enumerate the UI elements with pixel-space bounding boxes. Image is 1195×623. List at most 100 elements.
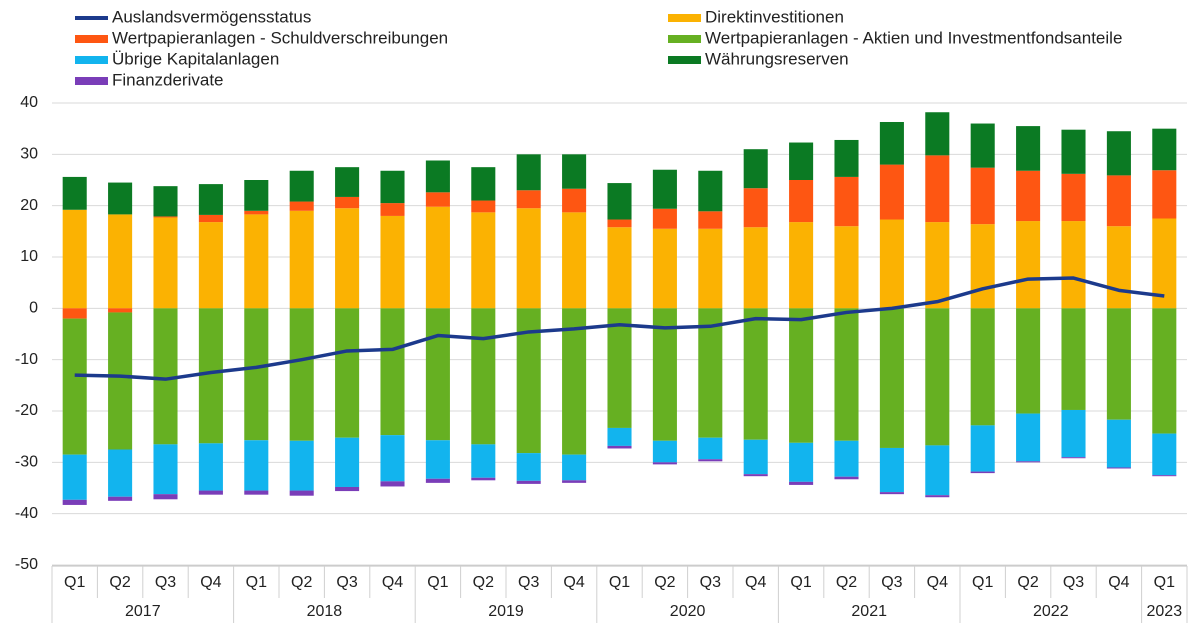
bar-segment	[698, 308, 723, 438]
bar-segment	[789, 180, 814, 223]
bar-segment	[652, 169, 677, 209]
x-tick-label: Q4	[745, 574, 766, 591]
year-label: 2023	[1147, 603, 1183, 620]
x-tick-label: Q4	[200, 574, 221, 591]
bar-segment	[198, 490, 223, 495]
x-tick-label: Q3	[881, 574, 902, 591]
year-label: 2019	[488, 603, 524, 620]
bar-segment	[244, 440, 269, 491]
bar-segment	[562, 480, 587, 483]
bar-segment	[834, 476, 859, 480]
year-label: 2022	[1033, 603, 1069, 620]
bar-segment	[198, 443, 223, 491]
bar-segment	[1152, 128, 1177, 171]
bar-segment	[879, 121, 904, 165]
x-tick-label: Q1	[1154, 574, 1175, 591]
bar-segment	[1106, 419, 1131, 468]
bar-segment	[652, 228, 677, 309]
bar-segment	[1152, 475, 1177, 477]
bar-segment	[1061, 221, 1086, 309]
year-label: 2021	[851, 603, 887, 620]
bar-segment	[1016, 308, 1041, 414]
y-tick-label: -10	[15, 351, 38, 368]
bar-segment	[925, 308, 950, 446]
bar-segment	[425, 308, 450, 441]
bar-segment	[698, 211, 723, 229]
x-tick-label: Q2	[291, 574, 312, 591]
y-tick-label: -40	[15, 505, 38, 522]
bar-segment	[471, 477, 496, 481]
bar-segment	[108, 182, 133, 215]
bar-segment	[289, 201, 314, 211]
line	[74, 276, 1165, 381]
bar-segment	[879, 308, 904, 448]
bar-segment	[62, 176, 87, 210]
year-label: 2020	[670, 603, 706, 620]
bar-segment	[1016, 461, 1041, 463]
bar-segment	[970, 167, 995, 225]
bar-segment	[153, 494, 178, 500]
bar-segment	[471, 212, 496, 309]
bar-segment	[607, 227, 632, 309]
bar-segment	[62, 454, 87, 500]
bar-segment	[335, 167, 360, 197]
bar-segment	[244, 210, 269, 215]
bar-segment	[198, 308, 223, 444]
bar-segment	[743, 149, 768, 189]
bar-segment	[108, 214, 133, 309]
bar-segment	[1061, 173, 1086, 222]
x-tick-label: Q3	[1063, 574, 1084, 591]
bar-segment	[1061, 308, 1086, 410]
bar-segment	[1016, 126, 1041, 171]
bar-segment	[62, 318, 87, 455]
bar-segment	[743, 227, 768, 309]
legend-label: Währungsreserven	[705, 49, 849, 68]
bar-segment	[244, 180, 269, 211]
bar-segment	[425, 478, 450, 483]
bar-segment	[834, 139, 859, 177]
bar-segment	[380, 435, 405, 482]
legend-label: Übrige Kapitalanlagen	[112, 49, 279, 68]
bar-segment	[562, 454, 587, 481]
bar-segment	[153, 217, 178, 309]
bar-segment	[380, 215, 405, 309]
bar-segment	[198, 184, 223, 215]
bar-segment	[652, 440, 677, 463]
x-tick-label: Q2	[1017, 574, 1038, 591]
bar-segment	[789, 142, 814, 180]
bar-segment	[425, 160, 450, 193]
bar-segment	[698, 228, 723, 309]
bar-segment	[970, 308, 995, 426]
x-tick-label: Q1	[427, 574, 448, 591]
bar-segment	[789, 222, 814, 309]
y-tick-label: -30	[15, 454, 38, 471]
legend-label: Wertpapieranlagen - Aktien und Investmen…	[705, 28, 1122, 47]
x-tick-label: Q2	[109, 574, 130, 591]
bar-segment	[62, 499, 87, 505]
bar-segment	[879, 492, 904, 495]
bar-segment	[153, 216, 178, 218]
bar-segment	[516, 190, 541, 209]
x-tick-label: Q3	[336, 574, 357, 591]
bar-segment	[834, 308, 859, 441]
bar-segment	[108, 312, 133, 450]
bar-segment	[562, 188, 587, 213]
bar-segment	[425, 192, 450, 207]
bar-segment	[925, 445, 950, 496]
bar-segment	[879, 164, 904, 220]
bar-segment	[607, 308, 632, 428]
x-tick-label: Q4	[1108, 574, 1129, 591]
bar-segment	[607, 183, 632, 220]
bar-segment	[153, 444, 178, 495]
bar-segment	[516, 480, 541, 484]
bar-segment	[1152, 170, 1177, 219]
bar-segment	[335, 437, 360, 487]
y-tick-label: -20	[15, 402, 38, 419]
bar-segment	[925, 495, 950, 498]
bar-segment	[834, 440, 859, 477]
bar-segment	[879, 447, 904, 493]
y-tick-label: 10	[20, 248, 38, 265]
bar-segment	[970, 425, 995, 472]
bar-segment	[335, 196, 360, 209]
